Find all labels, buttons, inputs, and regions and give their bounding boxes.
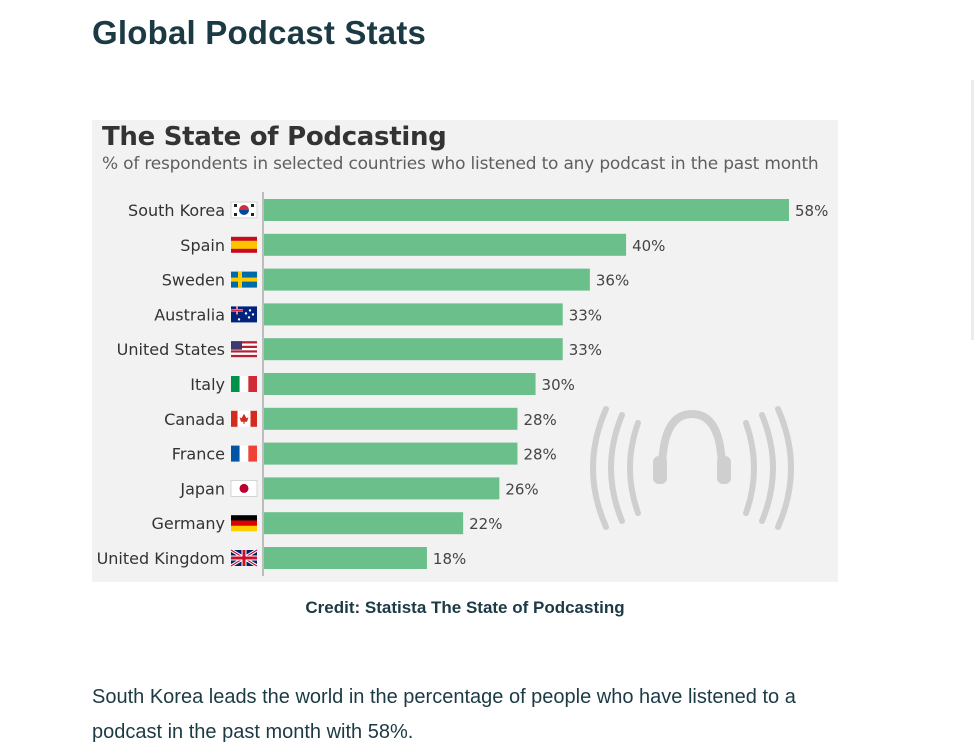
category-label: United Kingdom bbox=[97, 549, 225, 568]
value-label: 26% bbox=[505, 480, 538, 498]
bar-row: Germany 22% bbox=[151, 512, 502, 535]
category-label: Japan bbox=[179, 479, 225, 498]
chart-subtitle: % of respondents in selected countries w… bbox=[102, 154, 819, 174]
category-label: Germany bbox=[151, 514, 225, 533]
value-label: 33% bbox=[569, 341, 602, 359]
scrollbar-track[interactable] bbox=[971, 80, 974, 340]
value-label: 33% bbox=[569, 306, 602, 324]
bar-row: Spain 40% bbox=[180, 233, 665, 256]
flag-united-states-icon bbox=[231, 341, 257, 358]
flag-canada-icon bbox=[231, 410, 257, 427]
bar bbox=[264, 338, 563, 361]
bar-row: France 28% bbox=[172, 442, 557, 465]
bar bbox=[264, 373, 536, 395]
bar-row: South Korea 58% bbox=[128, 199, 828, 221]
chart-panel: The State of Podcasting % of respondents… bbox=[92, 120, 838, 582]
bar-chart: South Korea 58% Spain 40% Sweden 36% Australia… bbox=[97, 192, 828, 576]
bar bbox=[264, 512, 464, 535]
category-label: Canada bbox=[164, 410, 225, 429]
bar bbox=[264, 303, 563, 326]
page-heading: Global Podcast Stats bbox=[92, 14, 427, 51]
category-label: South Korea bbox=[128, 201, 225, 220]
bar-row: Japan 26% bbox=[179, 477, 539, 500]
bar-row: Canada 28% bbox=[164, 407, 557, 430]
value-label: 22% bbox=[469, 515, 502, 533]
flag-australia-icon bbox=[231, 306, 257, 323]
flag-france-icon bbox=[231, 445, 257, 462]
bar bbox=[264, 442, 518, 465]
body-paragraph: South Korea leads the world in the perce… bbox=[92, 686, 796, 743]
flag-south-korea-icon bbox=[230, 201, 258, 219]
flag-italy-icon bbox=[231, 376, 257, 392]
image-caption: Credit: Statista The State of Podcasting bbox=[305, 598, 625, 617]
bar-row: Sweden 36% bbox=[162, 268, 629, 291]
flag-united-kingdom-icon bbox=[230, 548, 258, 568]
bar bbox=[264, 233, 627, 256]
value-label: 18% bbox=[433, 550, 466, 568]
bar bbox=[264, 268, 590, 291]
chart-title: The State of Podcasting bbox=[102, 122, 447, 152]
value-label: 28% bbox=[523, 411, 556, 429]
bar bbox=[264, 477, 500, 500]
flag-japan-icon bbox=[230, 479, 258, 497]
bar bbox=[264, 407, 518, 430]
category-label: Australia bbox=[154, 305, 225, 324]
headphones-icon bbox=[590, 406, 794, 530]
value-label: 30% bbox=[542, 376, 575, 394]
flag-germany-icon bbox=[231, 515, 257, 532]
category-label: Italy bbox=[190, 375, 225, 394]
value-label: 58% bbox=[795, 202, 828, 220]
value-label: 28% bbox=[523, 446, 556, 464]
value-label: 36% bbox=[596, 272, 629, 290]
category-label: United States bbox=[117, 340, 225, 359]
value-label: 40% bbox=[632, 237, 665, 255]
bar-row: Australia 33% bbox=[154, 303, 602, 326]
bar bbox=[264, 547, 427, 569]
category-label: Spain bbox=[180, 236, 225, 255]
bar-row: Italy 30% bbox=[190, 373, 575, 395]
bar-row: United States 33% bbox=[117, 338, 602, 361]
flag-spain-icon bbox=[231, 236, 257, 253]
bar bbox=[264, 199, 789, 221]
category-label: France bbox=[172, 445, 225, 464]
bar-row: United Kingdom 18% bbox=[97, 547, 466, 569]
category-label: Sweden bbox=[162, 271, 225, 290]
flag-sweden-icon bbox=[231, 271, 257, 288]
